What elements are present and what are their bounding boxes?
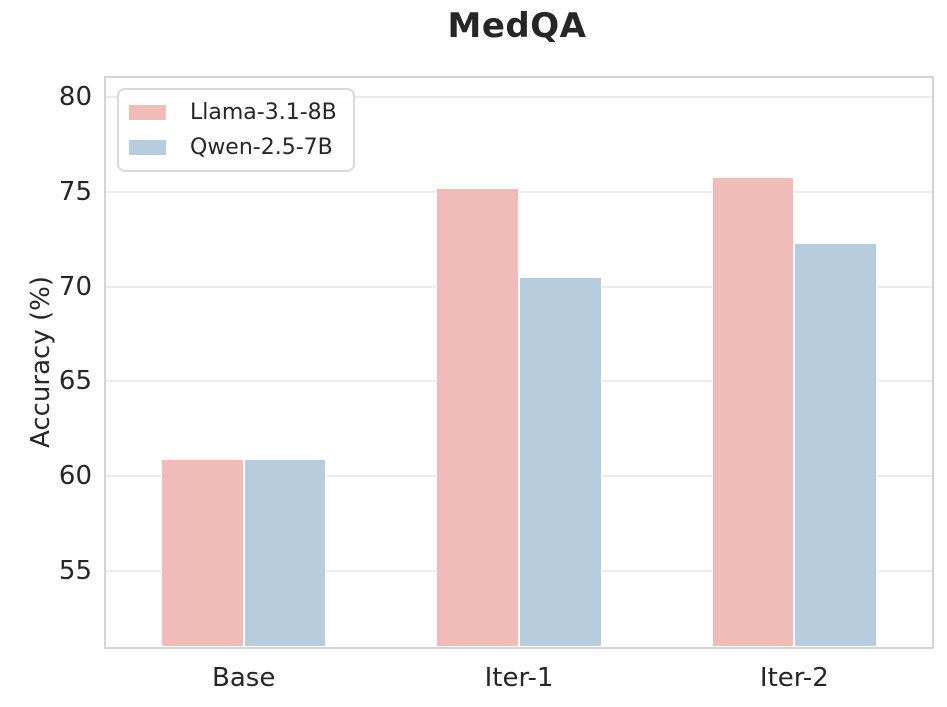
chart-title: MedQA	[447, 6, 587, 46]
legend-swatch-qwen	[129, 140, 166, 155]
bar-Llama-3.1-8B-Base	[161, 459, 244, 647]
bar-Qwen-2.5-7B-Iter-1	[519, 277, 602, 647]
y-tick-label-65: 65	[58, 366, 92, 397]
gridline-y-80	[106, 95, 932, 98]
plot-area: Llama-3.1-8B Qwen-2.5-7B 55 60 65 70 75 80 Bas…	[59, 76, 934, 693]
y-axis-label: Accuracy (%)	[26, 276, 56, 448]
x-tick-label-Iter-1: Iter-1	[484, 663, 554, 693]
bar-Llama-3.1-8B-Iter-1	[436, 188, 519, 647]
legend-item-llama: Llama-3.1-8B	[129, 100, 337, 125]
y-tick-label-60: 60	[58, 461, 92, 492]
y-tick-label-75: 75	[58, 176, 92, 207]
y-tick-label-70: 70	[58, 271, 92, 302]
bar-Qwen-2.5-7B-Iter-2	[794, 243, 877, 647]
legend-label-qwen: Qwen-2.5-7B	[190, 135, 333, 160]
gridline-y-75	[106, 190, 932, 193]
bar-Qwen-2.5-7B-Base	[243, 459, 327, 647]
x-tick-label-Base: Base	[212, 663, 276, 693]
y-tick-label-55: 55	[58, 556, 92, 587]
y-tick-label-80: 80	[58, 81, 92, 112]
bar-Llama-3.1-8B-Iter-2	[711, 176, 795, 647]
legend-item-qwen: Qwen-2.5-7B	[129, 135, 337, 160]
legend-swatch-llama	[129, 105, 166, 120]
legend-label-llama: Llama-3.1-8B	[190, 100, 337, 125]
legend: Llama-3.1-8B Qwen-2.5-7B	[117, 88, 355, 172]
x-tick-label-Iter-2: Iter-2	[759, 663, 829, 693]
